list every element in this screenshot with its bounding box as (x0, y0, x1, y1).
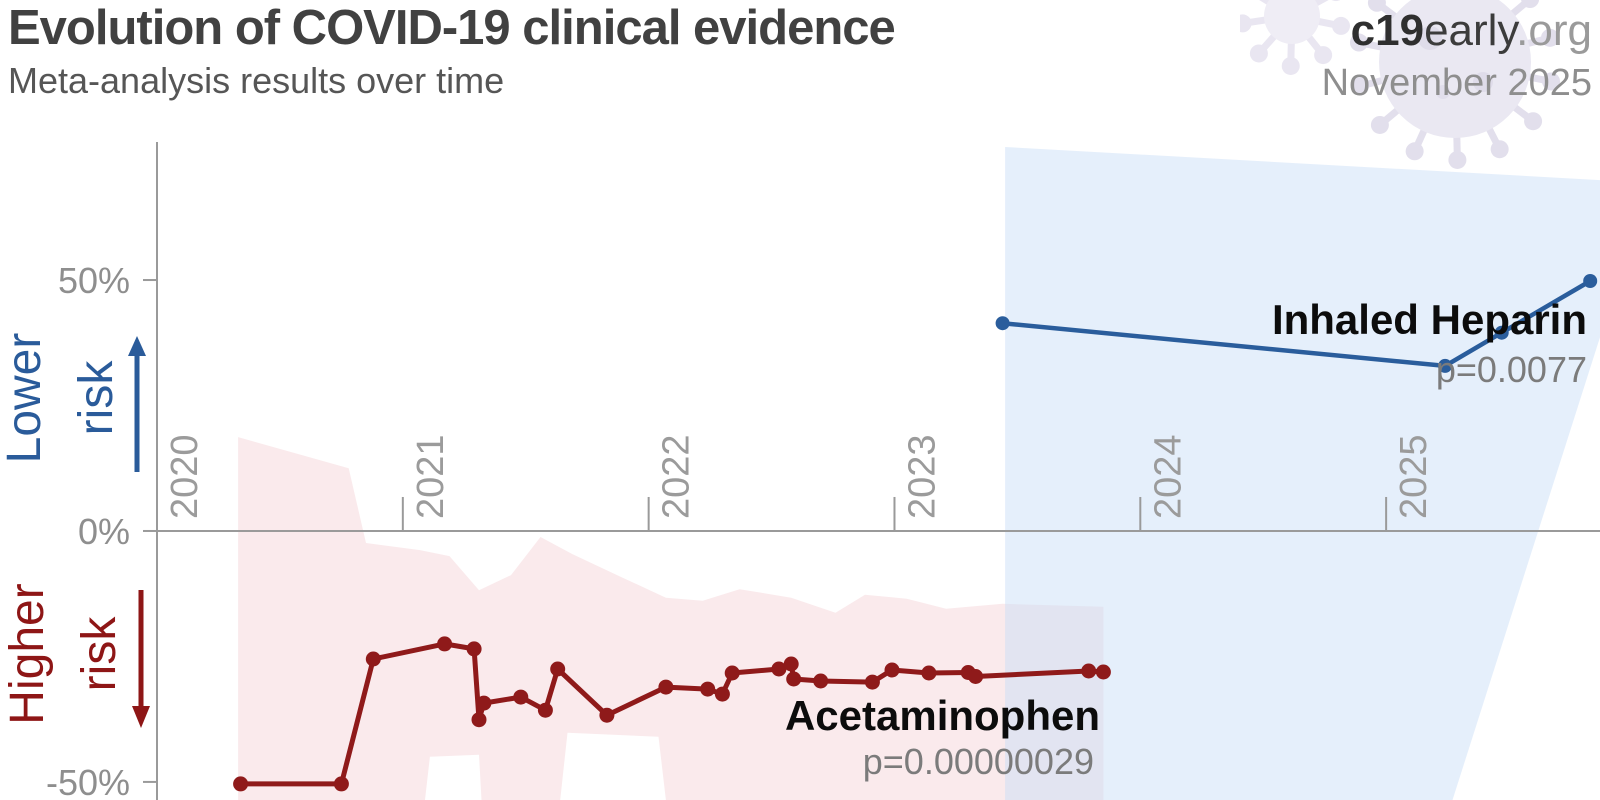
virus-spike-tip-icon (1240, 14, 1252, 33)
inhaled-heparin-data-point (1583, 274, 1598, 288)
virus-speckle-icon (1418, 26, 1442, 50)
acetaminophen-data-point (333, 776, 349, 792)
virus-spike-tip-icon (1448, 150, 1467, 169)
page-subtitle: Meta-analysis results over time (8, 60, 505, 101)
acetaminophen-data-point (968, 669, 984, 684)
acetaminophen-data-point (714, 686, 730, 702)
brand-regular: early (1424, 6, 1517, 55)
higher-risk-label: Higher risk (0, 564, 136, 744)
virus-spike-tip-icon (1542, 72, 1561, 91)
y-tick-label: 50% (58, 260, 130, 301)
acetaminophen-data-point (599, 707, 615, 723)
acetaminophen-data-point (550, 661, 566, 677)
virus-spike-tip-icon (1540, 28, 1559, 47)
report-date: November 2025 (1321, 62, 1592, 104)
series-label-inhaled-heparin: Inhaled Heparin (1271, 296, 1587, 343)
acetaminophen-data-point (700, 681, 716, 697)
p-value-inhaled-heparin: p=0.0077 (1435, 349, 1587, 390)
acetaminophen-data-point (658, 679, 674, 695)
x-tick-label: 2020 (164, 434, 206, 519)
x-tick-label: 2022 (656, 434, 698, 519)
virus-speckle-icon (1473, 72, 1493, 92)
acetaminophen-data-point (513, 689, 529, 705)
virus-body-icon (1379, 0, 1531, 138)
virus-spike-tip-icon (1367, 0, 1386, 12)
acetaminophen-data-point (786, 671, 802, 687)
inhaled-heparin-line (1000, 278, 1593, 369)
virus-spike-tip-icon (1405, 142, 1424, 161)
page-title: Evolution of COVID-19 clinical evidence (8, 1, 896, 55)
inhaled-heparin-data-point (1438, 358, 1453, 373)
p-value-acetaminophen: p=0.00000029 (862, 741, 1094, 782)
x-tick-label: 2024 (1147, 434, 1189, 519)
acetaminophen-data-point (813, 673, 829, 689)
y-tick-label: 0% (78, 511, 130, 552)
brand-logo: c19early.org (1351, 6, 1592, 56)
acetaminophen-data-point (783, 656, 799, 672)
x-tick-label: 2021 (410, 434, 452, 519)
higher-risk-line2: risk (73, 616, 126, 692)
virus-spike-tip-icon (1521, 0, 1540, 9)
y-tick-label: -50% (46, 762, 130, 800)
virus-spike-tip-icon (1314, 46, 1333, 65)
virus-spike-tip-icon (1281, 56, 1300, 75)
brand-domain: .org (1516, 6, 1592, 55)
acetaminophen-data-point (365, 651, 381, 667)
virus-spike-tip-icon (1349, 33, 1368, 52)
virus-speckle-icon (1436, 85, 1450, 99)
brand-bold: c19 (1350, 6, 1425, 55)
lower-risk-arrowhead-icon (128, 336, 146, 356)
virus-spike-tip-icon (1490, 140, 1509, 159)
lower-risk-label: Lower risk (0, 313, 133, 483)
higher-risk-arrowhead-icon (132, 706, 150, 728)
acetaminophen-data-point (921, 665, 937, 681)
acetaminophen-data-point (864, 674, 880, 690)
acetaminophen-data-point (466, 641, 482, 657)
virus-spike-tip-icon (1351, 77, 1370, 96)
acetaminophen-data-point (537, 702, 553, 718)
virus-spike-icon (1311, 0, 1329, 8)
virus-watermark (1240, 0, 1561, 169)
virus-spike-icon (1259, 0, 1274, 7)
higher-risk-line1: Higher (1, 583, 54, 725)
lower-risk-line1: Lower (0, 332, 51, 464)
series-label-acetaminophen: Acetaminophen (784, 692, 1100, 739)
inhaled-heparin-data-point (1494, 325, 1509, 340)
virus-spike-tip-icon (1331, 0, 1341, 2)
acetaminophen-data-point (724, 665, 740, 681)
acetaminophen-data-point (471, 712, 487, 728)
acetaminophen-data-point (233, 776, 249, 792)
acetaminophen-data-point (771, 661, 787, 677)
x-tick-label: 2023 (901, 434, 943, 519)
x-tick-label: 2025 (1393, 434, 1435, 519)
acetaminophen-confidence-band (238, 437, 1104, 800)
acetaminophen-data-point (476, 695, 492, 711)
acetaminophen-data-point (1081, 663, 1097, 679)
virus-spike-tip-icon (1524, 112, 1543, 131)
lower-risk-line2: risk (70, 360, 123, 436)
acetaminophen-data-point (437, 636, 453, 652)
inhaled-heparin-data-point (995, 316, 1010, 331)
virus-spike-tip-icon (1332, 16, 1351, 35)
acetaminophen-data-point (884, 662, 900, 678)
virus-body-icon (1264, 0, 1320, 44)
virus-spike-tip-icon (1249, 44, 1268, 63)
inhaled-heparin-confidence-band (1005, 147, 1600, 800)
acetaminophen-data-point (1095, 664, 1111, 680)
virus-spike-tip-icon (1370, 115, 1389, 134)
